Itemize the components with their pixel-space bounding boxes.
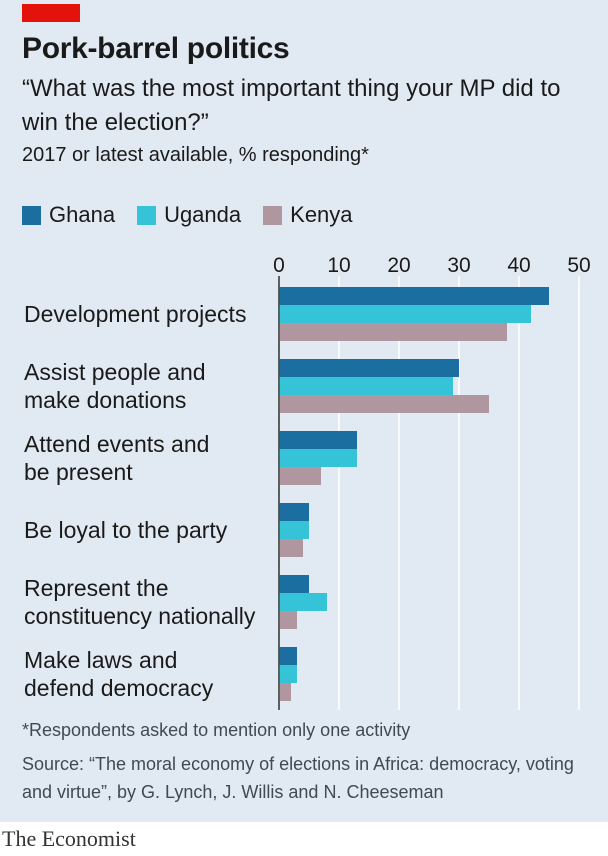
source-note: Source: “The moral economy of elections …	[22, 754, 574, 802]
bar-ghana	[279, 287, 549, 305]
legend-swatch-uganda	[137, 205, 157, 225]
bar-kenya	[279, 539, 303, 557]
bar-ghana	[279, 503, 309, 521]
category-label: Development projects	[24, 301, 246, 327]
bar-ghana	[279, 647, 297, 665]
bar-uganda	[279, 305, 531, 323]
bar-kenya	[279, 683, 291, 701]
bar-chart: 0 10 20 30 40 50 Development projects Assist pe…	[24, 254, 591, 710]
category-label: make donations	[24, 387, 186, 413]
bar-uganda	[279, 449, 357, 467]
bar-uganda	[279, 521, 309, 539]
bar-kenya	[279, 323, 507, 341]
bar-uganda	[279, 377, 453, 395]
legend: Ghana Uganda Kenya	[22, 202, 375, 228]
legend-label-ghana: Ghana	[49, 202, 116, 227]
bar-ghana	[279, 431, 357, 449]
category-label: Represent the	[24, 575, 168, 601]
category-label: Be loyal to the party	[24, 517, 228, 543]
bar-ghana	[279, 575, 309, 593]
bar-uganda	[279, 593, 327, 611]
chart-subtitle: “What was the most important thing your …	[22, 75, 561, 136]
bar-kenya	[279, 611, 297, 629]
x-tick-label: 50	[567, 254, 590, 277]
legend-item-ghana: Ghana	[22, 202, 115, 228]
chart-title: Pork-barrel politics	[22, 32, 290, 65]
category-label: Make laws and	[24, 647, 177, 673]
category-label: be present	[24, 459, 133, 485]
legend-swatch-kenya	[263, 205, 283, 225]
brand-red-tag	[22, 4, 80, 22]
legend-item-uganda: Uganda	[137, 202, 241, 228]
category-label: defend democracy	[24, 675, 214, 701]
category-label: Attend events and	[24, 431, 209, 457]
category-label: constituency nationally	[24, 603, 256, 629]
bar-uganda	[279, 665, 297, 683]
footnote: *Respondents asked to mention only one a…	[22, 720, 411, 740]
legend-label-kenya: Kenya	[290, 202, 353, 227]
bar-ghana	[279, 359, 459, 377]
chart-note: 2017 or latest available, % responding*	[22, 144, 369, 166]
x-tick-label: 40	[507, 254, 530, 277]
bar-kenya	[279, 395, 489, 413]
economist-logo: The Economist	[2, 826, 136, 851]
x-tick-label: 0	[273, 254, 285, 277]
legend-item-kenya: Kenya	[263, 202, 353, 228]
bar-kenya	[279, 467, 321, 485]
legend-label-uganda: Uganda	[164, 202, 242, 227]
x-tick-label: 20	[387, 254, 410, 277]
x-tick-label: 30	[447, 254, 470, 277]
category-label: Assist people and	[24, 359, 206, 385]
x-tick-label: 10	[327, 254, 350, 277]
legend-swatch-ghana	[22, 205, 41, 225]
